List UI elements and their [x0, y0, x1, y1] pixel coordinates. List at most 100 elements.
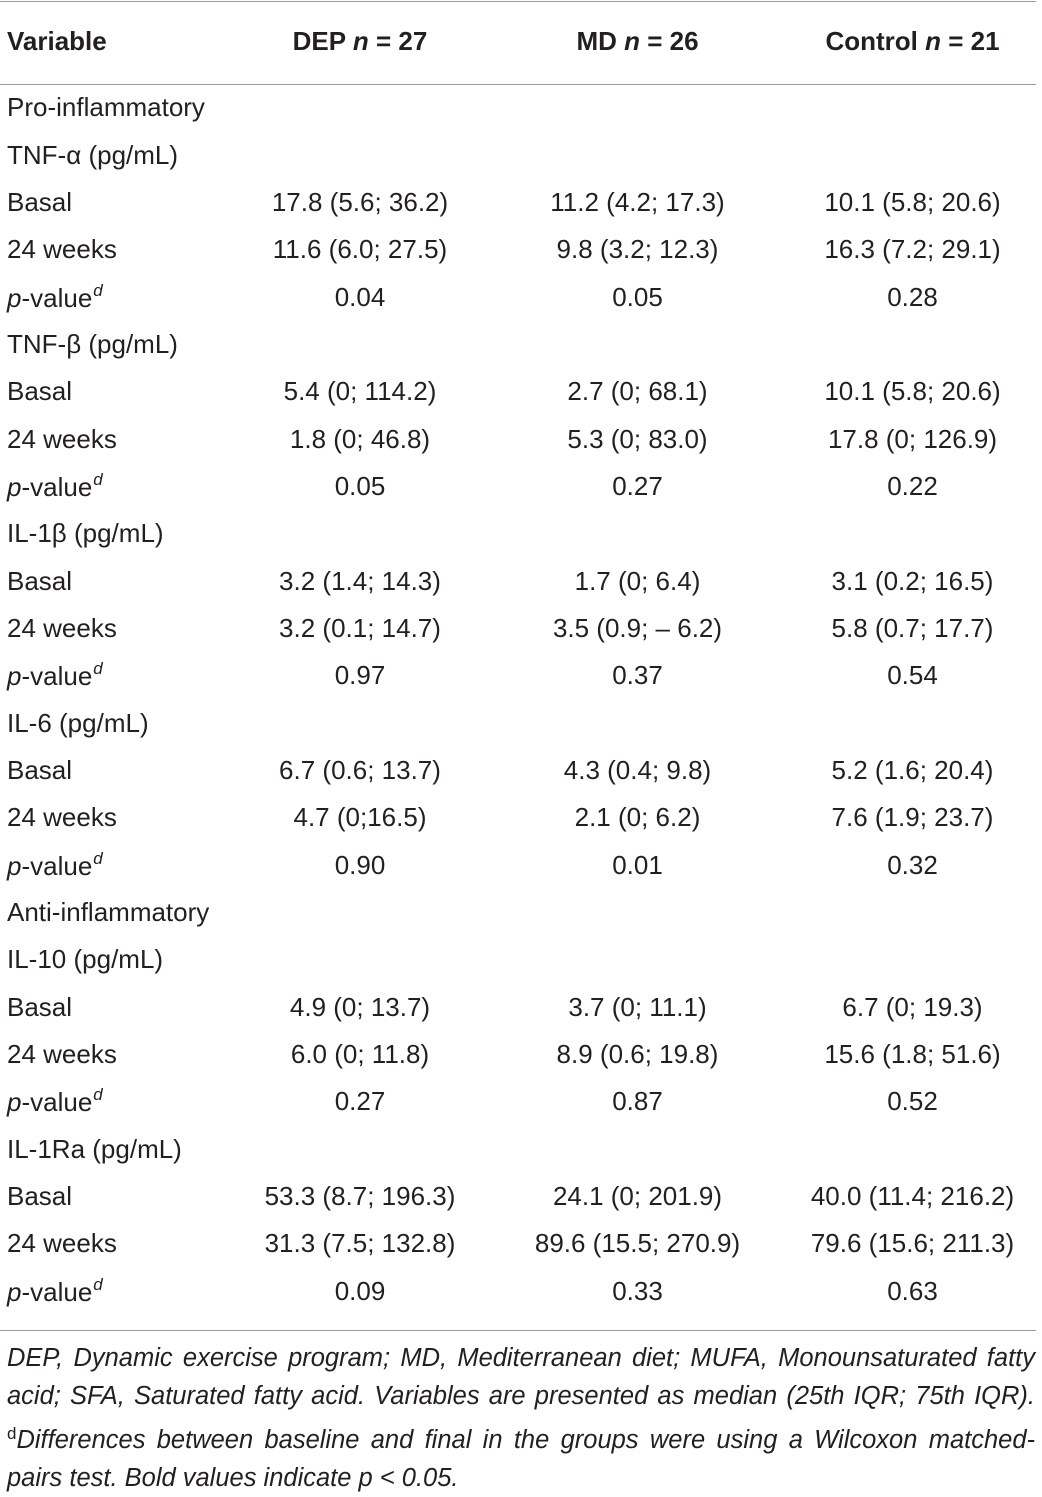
variable-name: IL-1Ra (pg/mL) — [7, 1133, 182, 1164]
header-rule — [0, 84, 1036, 85]
value-cell: 3.1 (0.2; 16.5) — [831, 565, 994, 596]
header-group-dep: DEP n = 27 — [292, 25, 428, 56]
value-cell: 5.4 (0; 114.2) — [283, 376, 437, 407]
pvalue-cell: 0.97 — [334, 660, 386, 691]
value-cell: 8.9 (0.6; 19.8) — [556, 1039, 719, 1070]
row-label: 24 weeks — [7, 1228, 117, 1259]
value-cell: 6.0 (0; 11.8) — [290, 1039, 430, 1070]
value-cell: 17.8 (0; 126.9) — [827, 423, 998, 454]
weeks24-row: 24 weeks 31.3 (7.5; 132.8) 89.6 (15.5; 270… — [0, 1220, 1040, 1267]
pvalue-row: p-valued 0.04 0.05 0.28 — [0, 273, 1040, 320]
value-cell: 3.2 (0.1; 14.7) — [279, 612, 441, 643]
value-cell: 79.6 (15.6; 211.3) — [810, 1228, 1015, 1259]
value-cell: 5.3 (0; 83.0) — [567, 423, 708, 454]
pvalue-cell: 0.05 — [334, 470, 386, 501]
value-cell: 4.7 (0;16.5) — [293, 802, 427, 833]
value-cell: 10.1 (5.8; 20.6) — [824, 186, 1001, 217]
value-cell: 1.8 (0; 46.8) — [289, 423, 431, 454]
pvalue-cell: 0.54 — [887, 660, 938, 691]
value-cell: 31.3 (7.5; 132.8) — [264, 1228, 456, 1259]
pvalue-row: p-valued 0.90 0.01 0.32 — [0, 842, 1040, 889]
value-cell: 10.1 (5.8; 20.6) — [824, 376, 1001, 407]
row-label: Basal — [7, 754, 73, 785]
pvalue-cell: 0.63 — [887, 1275, 938, 1306]
weeks24-row: 24 weeks 6.0 (0; 11.8) 8.9 (0.6; 19.8) 15.6… — [0, 1031, 1040, 1078]
row-label: Basal — [7, 1181, 73, 1212]
section-title: Anti-inflammatory — [7, 897, 210, 928]
weeks24-row: 24 weeks 1.8 (0; 46.8) 5.3 (0; 83.0) 17.8 (… — [0, 415, 1040, 462]
results-table: Variable DEP n = 27 MD n = 26 Control n … — [0, 18, 1040, 1315]
row-label: Basal — [7, 991, 73, 1022]
value-cell: 6.7 (0.6; 13.7) — [279, 754, 441, 785]
table-footnote: DEP, Dynamic exercise program; MD, Medit… — [7, 1344, 1035, 1492]
section-row: Anti-inflammatory — [0, 889, 1040, 936]
value-cell: 5.2 (1.6; 20.4) — [831, 754, 994, 785]
weeks24-row: 24 weeks 3.2 (0.1; 14.7) 3.5 (0.9; – 6.2) 5… — [0, 605, 1040, 652]
value-cell: 17.8 (5.6; 36.2) — [271, 186, 449, 217]
row-label: 24 weeks — [7, 423, 117, 454]
section-title: Pro-inflammatory — [7, 92, 205, 123]
basal-row: Basal 6.7 (0.6; 13.7) 4.3 (0.4; 9.8) 5.2 (1… — [0, 747, 1040, 794]
value-cell: 3.7 (0; 11.1) — [568, 991, 707, 1022]
variable-row: IL-6 (pg/mL) — [0, 699, 1040, 746]
pvalue-cell: 0.90 — [334, 849, 386, 880]
row-label: p-valued — [7, 280, 103, 313]
pvalue-cell: 0.87 — [612, 1086, 663, 1117]
pvalue-cell: 0.27 — [612, 470, 663, 501]
value-cell: 2.1 (0; 6.2) — [574, 802, 701, 833]
value-cell: 16.3 (7.2; 29.1) — [824, 234, 1001, 265]
variable-name: TNF-α (pg/mL) — [7, 139, 179, 170]
weeks24-row: 24 weeks 4.7 (0;16.5) 2.1 (0; 6.2) 7.6 (1.9… — [0, 794, 1040, 841]
header-variable: Variable — [7, 25, 107, 56]
pvalue-cell: 0.22 — [887, 470, 938, 501]
row-label: 24 weeks — [7, 1039, 117, 1070]
value-cell: 15.6 (1.8; 51.6) — [824, 1039, 1001, 1070]
row-label: 24 weeks — [7, 612, 117, 643]
pvalue-cell: 0.01 — [612, 849, 663, 880]
value-cell: 89.6 (15.5; 270.9) — [534, 1228, 741, 1259]
bottom-rule — [0, 1330, 1036, 1331]
row-label: Basal — [7, 565, 73, 596]
pvalue-row: p-valued 0.09 0.33 0.63 — [0, 1268, 1040, 1315]
variable-row: IL-1Ra (pg/mL) — [0, 1126, 1040, 1173]
variable-row: IL-1β (pg/mL) — [0, 510, 1040, 557]
pvalue-row: p-valued 0.05 0.27 0.22 — [0, 463, 1040, 510]
pvalue-cell: 0.33 — [612, 1275, 663, 1306]
pvalue-row: p-valued 0.27 0.87 0.52 — [0, 1078, 1040, 1125]
value-cell: 2.7 (0; 68.1) — [567, 376, 708, 407]
basal-row: Basal 17.8 (5.6; 36.2) 11.2 (4.2; 17.3) 10.… — [0, 179, 1040, 226]
section-row: Pro-inflammatory — [0, 84, 1040, 131]
header-group-control: Control n = 21 — [825, 25, 1000, 56]
basal-row: Basal 5.4 (0; 114.2) 2.7 (0; 68.1) 10.1 (5.… — [0, 368, 1040, 415]
row-label: p-valued — [7, 1085, 103, 1118]
value-cell: 3.5 (0.9; – 6.2) — [552, 612, 723, 643]
pvalue-cell: 0.32 — [887, 849, 938, 880]
pvalue-cell: 0.37 — [612, 660, 663, 691]
variable-row: TNF-β (pg/mL) — [0, 321, 1040, 368]
row-label: p-valued — [7, 469, 103, 502]
pvalue-cell: 0.28 — [887, 281, 938, 312]
variable-name: IL-6 (pg/mL) — [7, 707, 149, 738]
row-label: p-valued — [7, 848, 103, 881]
pvalue-cell: 0.05 — [612, 281, 663, 312]
pvalue-cell: 0.09 — [334, 1275, 386, 1306]
variable-name: TNF-β (pg/mL) — [7, 328, 178, 359]
pvalue-cell: 0.04 — [334, 281, 386, 312]
value-cell: 11.6 (6.0; 27.5) — [272, 234, 448, 265]
basal-row: Basal 4.9 (0; 13.7) 3.7 (0; 11.1) 6.7 (0; 1… — [0, 984, 1040, 1031]
variable-name: IL-1β (pg/mL) — [7, 518, 164, 549]
weeks24-row: 24 weeks 11.6 (6.0; 27.5) 9.8 (3.2; 12.3) 1… — [0, 226, 1040, 273]
pvalue-cell: 0.27 — [334, 1086, 386, 1117]
pvalue-row: p-valued 0.97 0.37 0.54 — [0, 652, 1040, 699]
top-rule — [0, 1, 1036, 2]
row-label: 24 weeks — [7, 802, 117, 833]
row-label: Basal — [7, 376, 73, 407]
value-cell: 24.1 (0; 201.9) — [552, 1181, 723, 1212]
basal-row: Basal 3.2 (1.4; 14.3) 1.7 (0; 6.4) 3.1 (0.2… — [0, 557, 1040, 604]
row-label: p-valued — [7, 1274, 103, 1307]
value-cell: 7.6 (1.9; 23.7) — [831, 802, 994, 833]
value-cell: 40.0 (11.4; 216.2) — [810, 1181, 1015, 1212]
value-cell: 4.9 (0; 13.7) — [289, 991, 431, 1022]
pvalue-cell: 0.52 — [887, 1086, 938, 1117]
